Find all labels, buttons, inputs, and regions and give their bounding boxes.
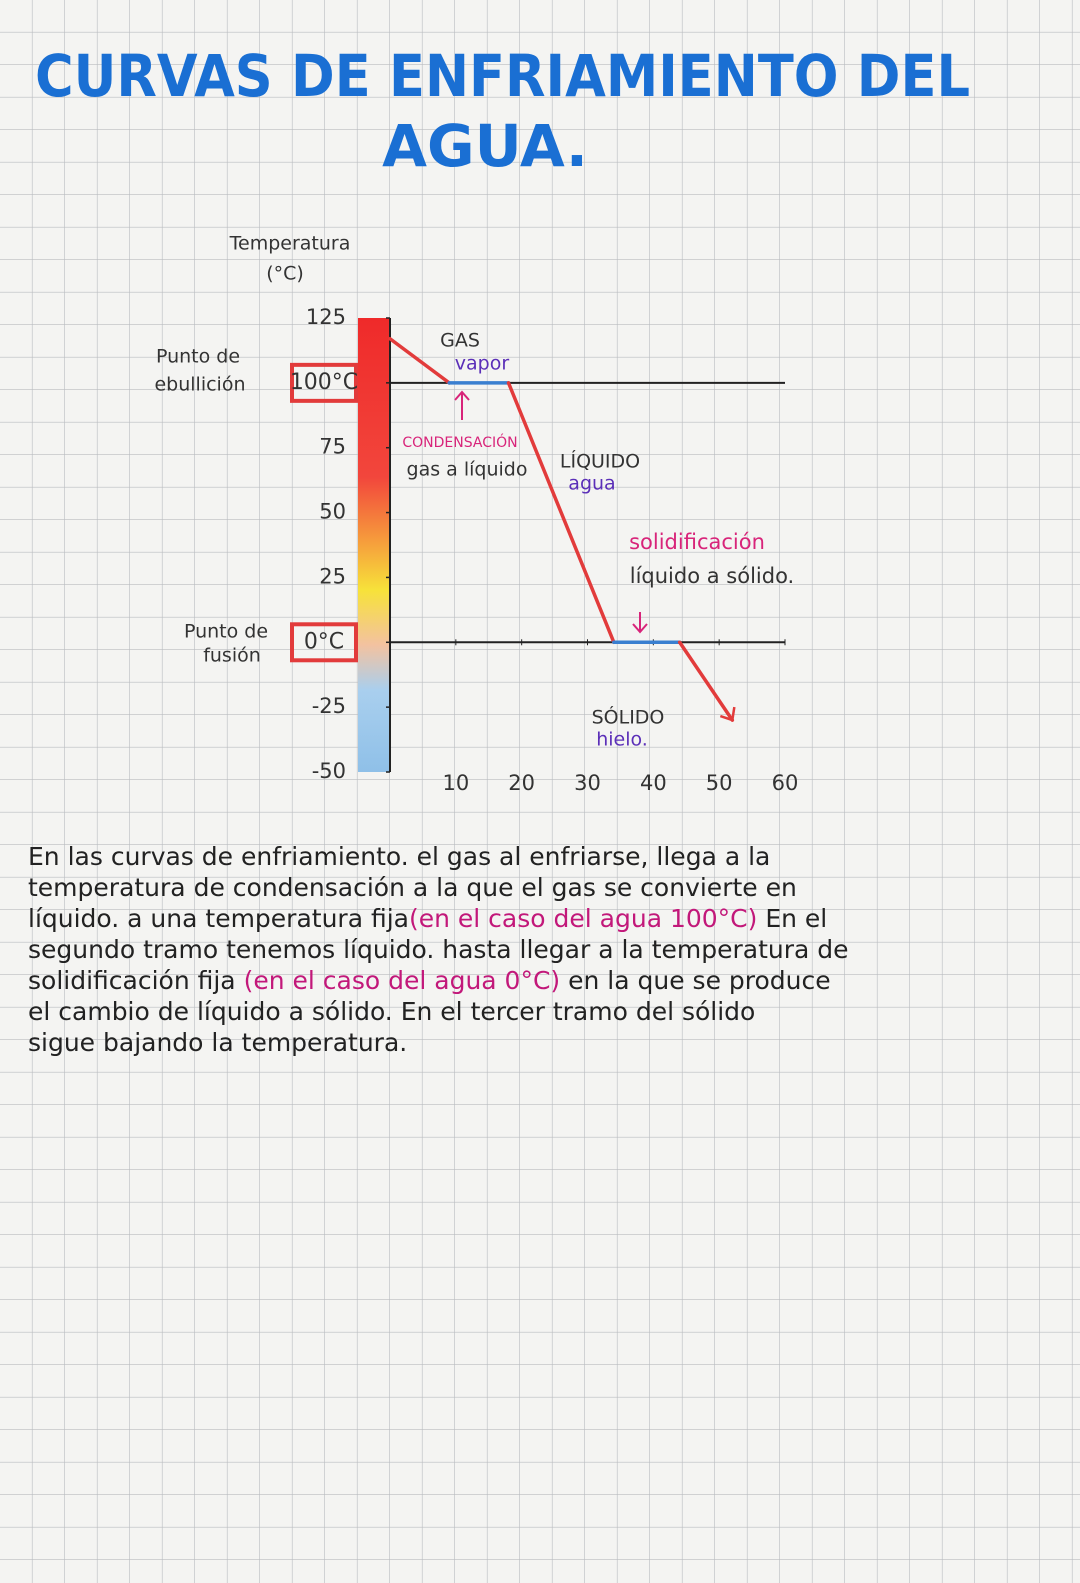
annotation: hielo. — [596, 729, 648, 751]
annotation: solidificación — [629, 530, 765, 554]
curve-segment — [506, 381, 616, 645]
x-tick-label: 30 — [574, 771, 601, 795]
title-line: CURVAS DE ENFRIAMIENTO DEL — [35, 42, 970, 110]
annotation: GAS — [440, 330, 480, 352]
paragraph-line: sigue bajando la temperatura. — [28, 1028, 407, 1057]
x-tick-label: 40 — [640, 771, 667, 795]
thermometer-bar — [358, 318, 390, 772]
text-segment: en la que se produce — [560, 966, 830, 995]
y-tick-label: -50 — [312, 759, 346, 783]
y-tick-label: 75 — [319, 435, 346, 459]
paragraph: En las curvas de enfriamiento. el gas al… — [28, 842, 849, 1057]
paragraph-line: el cambio de líquido a sólido. En el ter… — [28, 997, 755, 1026]
title-line: AGUA. — [382, 112, 588, 180]
y-axis-label: (°C) — [266, 263, 304, 285]
annotation: ebullición — [154, 374, 245, 396]
annotation: LÍQUIDO — [560, 450, 640, 473]
annotation: vapor — [455, 353, 510, 375]
x-tick-label: 20 — [508, 771, 535, 795]
text-segment: En las curvas de enfriamiento. el gas al… — [28, 842, 770, 871]
curve-segment — [677, 640, 735, 722]
annotation: Punto de — [156, 346, 240, 368]
x-tick-label: 10 — [442, 771, 469, 795]
title: CURVAS DE ENFRIAMIENTO DEL AGUA. — [35, 42, 970, 180]
y-tick-label: 50 — [319, 500, 346, 524]
tick-box — [290, 622, 358, 663]
y-tick-label: 125 — [306, 305, 346, 329]
text-segment: En el — [757, 904, 827, 933]
y-tick-label: 100°C — [290, 370, 358, 395]
x-tick-label: 60 — [772, 771, 799, 795]
paragraph-line: segundo tramo tenemos líquido. hasta lle… — [28, 935, 849, 964]
paragraph-line: solidificación fija (en el caso del agua… — [28, 966, 831, 995]
paragraph-line: En las curvas de enfriamiento. el gas al… — [28, 842, 770, 871]
annotation: fusión — [203, 645, 261, 667]
arrow — [454, 390, 470, 420]
paragraph-line: líquido. a una temperatura fija(en el ca… — [28, 904, 827, 933]
curve-segment — [388, 337, 451, 385]
y-tick-label: 0°C — [304, 629, 344, 654]
text-segment: (en el caso del agua 0°C) — [244, 966, 561, 995]
annotation: CONDENSACIÓN — [402, 433, 517, 451]
text-segment: (en el caso del agua 100°C) — [409, 904, 757, 933]
annotation: SÓLIDO — [592, 705, 665, 729]
arrow-head — [719, 706, 736, 722]
y-tick-label: -25 — [312, 694, 346, 718]
annotation: Punto de — [184, 621, 268, 643]
text-segment: segundo tramo tenemos líquido. hasta lle… — [28, 935, 849, 964]
text-segment: el cambio de líquido a sólido. En el ter… — [28, 997, 755, 1026]
annotation: agua — [568, 473, 615, 495]
text-segment: líquido. a una temperatura fija — [28, 904, 409, 933]
y-tick-label: 25 — [319, 564, 346, 588]
text-segment: solidificación fija — [28, 966, 244, 995]
arrow — [632, 612, 648, 634]
text-segment: sigue bajando la temperatura. — [28, 1028, 407, 1057]
tick-box — [290, 362, 358, 403]
annotation: líquido a sólido. — [630, 564, 794, 588]
chart: Temperatura (°C) Punto de ebullición Pun… — [154, 233, 798, 796]
paragraph-line: temperatura de condensación a la que el … — [28, 873, 797, 902]
text-segment: temperatura de condensación a la que el … — [28, 873, 797, 902]
x-tick-label: 50 — [706, 771, 733, 795]
y-axis-label: Temperatura — [229, 233, 351, 255]
annotation: gas a líquido — [407, 459, 528, 481]
